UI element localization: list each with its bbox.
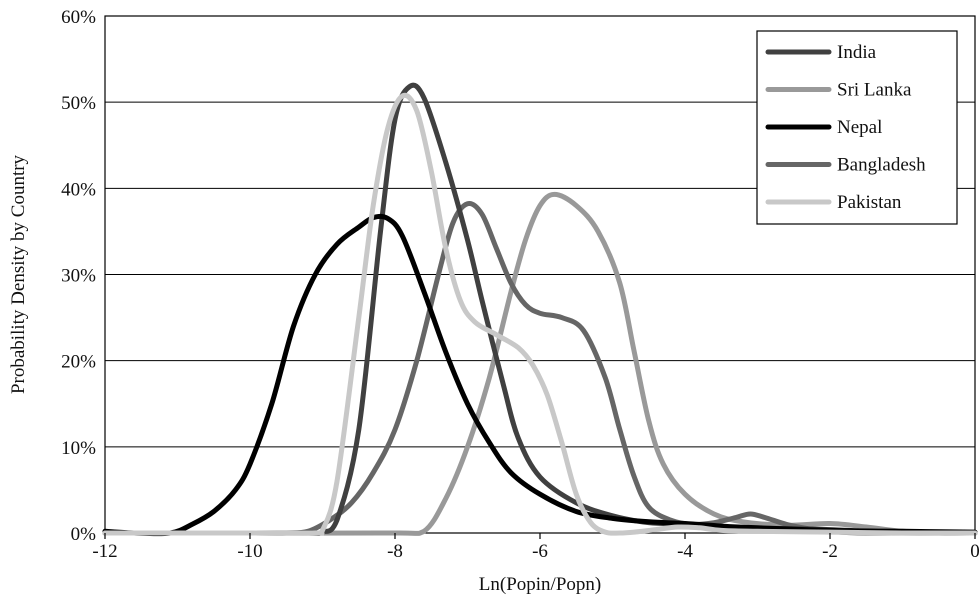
x-tick-label: -12	[92, 541, 117, 562]
legend-label-sri-lanka: Sri Lanka	[837, 80, 912, 101]
x-tick-label: -2	[822, 541, 838, 562]
series-line-bangladesh	[102, 201, 978, 536]
y-tick-label: 0%	[71, 524, 97, 545]
series-line-sri-lanka	[102, 191, 978, 536]
series-lines	[102, 82, 978, 537]
axis-ticks	[104, 533, 976, 539]
x-axis-title: Ln(Popin/Popn)	[479, 574, 601, 595]
series-line-pakistan	[102, 92, 978, 536]
series-line-nepal	[102, 213, 978, 537]
y-tick-label: 40%	[61, 179, 96, 200]
legend-label-india: India	[837, 42, 877, 63]
legend-label-pakistan: Pakistan	[837, 192, 902, 213]
y-axis-title: Probability Density by Country	[8, 154, 29, 394]
y-axis-tick-labels: 0% 10% 20% 30% 40% 50% 60%	[61, 7, 96, 545]
x-axis-tick-labels: -12 -10 -8 -6 -4 -2 0	[92, 541, 979, 562]
y-tick-label: 10%	[61, 438, 96, 459]
y-tick-label: 50%	[61, 93, 96, 114]
x-tick-label: -4	[677, 541, 693, 562]
x-tick-label: -8	[387, 541, 403, 562]
y-tick-label: 20%	[61, 352, 96, 373]
y-tick-label: 30%	[61, 266, 96, 287]
legend-label-nepal: Nepal	[837, 117, 882, 138]
x-tick-label: -10	[237, 541, 262, 562]
legend: India Sri Lanka Nepal Bangladesh Pakistan	[756, 30, 958, 225]
x-tick-label: 0	[970, 541, 980, 562]
x-tick-label: -6	[532, 541, 548, 562]
y-tick-label: 60%	[61, 7, 96, 28]
legend-label-bangladesh: Bangladesh	[837, 155, 926, 176]
